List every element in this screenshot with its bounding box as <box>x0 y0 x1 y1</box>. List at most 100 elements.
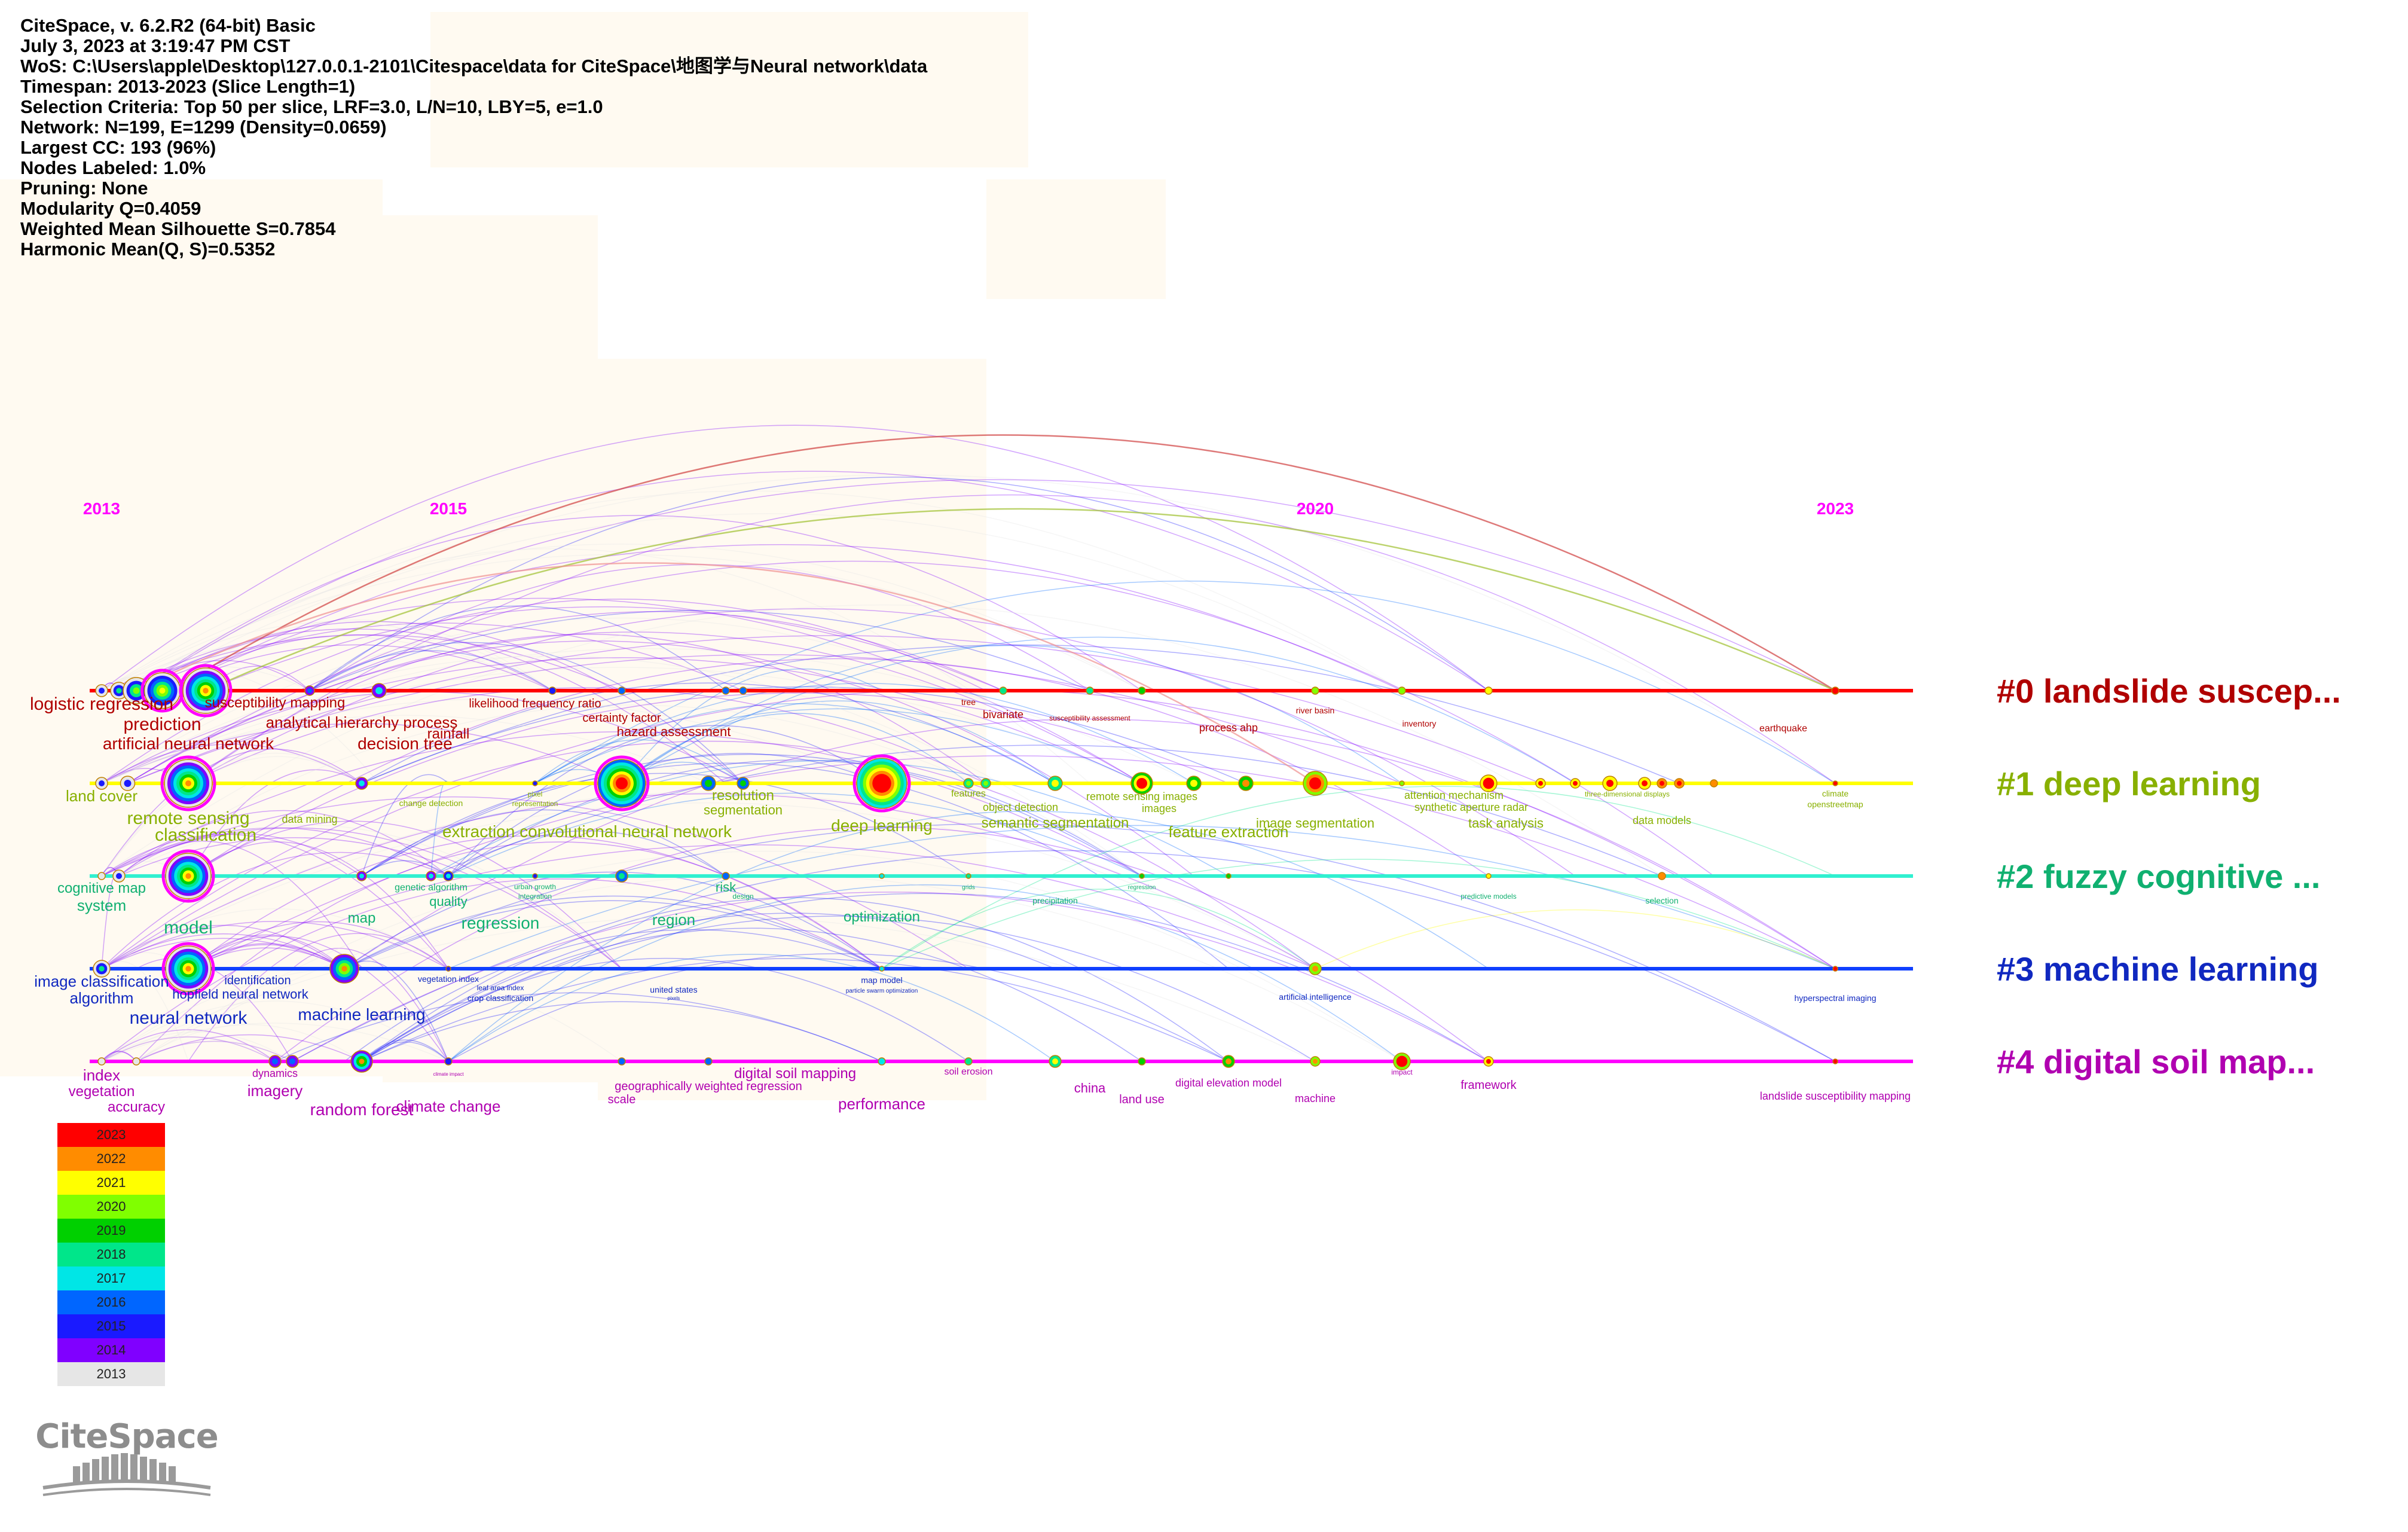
keyword-node[interactable] <box>1832 780 1838 786</box>
keyword-node[interactable] <box>1238 776 1254 791</box>
keyword-node[interactable] <box>1484 686 1493 695</box>
keyword-label: vegetation <box>69 1084 135 1100</box>
keyword-node[interactable] <box>618 686 626 695</box>
keyword-node[interactable] <box>329 954 359 984</box>
keyword-node[interactable] <box>304 685 315 696</box>
keyword-node-burst[interactable] <box>179 664 233 718</box>
keyword-node[interactable] <box>1186 776 1202 791</box>
keyword-node[interactable] <box>1399 780 1405 786</box>
keyword-node[interactable] <box>1130 772 1153 795</box>
keyword-node[interactable] <box>739 686 747 695</box>
keyword-node-burst[interactable] <box>852 754 911 813</box>
keyword-node[interactable] <box>286 1055 299 1068</box>
keyword-node[interactable] <box>1483 1056 1494 1067</box>
node-ring <box>1573 781 1578 786</box>
keyword-node[interactable] <box>618 1057 626 1066</box>
keyword-node[interactable] <box>704 1057 713 1066</box>
keyword-node[interactable] <box>1398 686 1406 695</box>
keyword-node[interactable] <box>722 686 730 695</box>
keyword-node[interactable] <box>356 871 367 881</box>
keyword-node[interactable] <box>1303 771 1328 796</box>
cluster-label-2[interactable]: #2 fuzzy cognitive ... <box>1997 857 2320 895</box>
cluster-label-4[interactable]: #4 digital soil map... <box>1997 1043 2315 1081</box>
keyword-node[interactable] <box>1086 686 1094 695</box>
keyword-node[interactable] <box>355 777 368 790</box>
keyword-node[interactable] <box>93 960 111 978</box>
keyword-node-burst[interactable] <box>161 942 215 996</box>
keyword-label: accuracy <box>108 1099 165 1115</box>
cluster-label-1[interactable]: #1 deep learning <box>1997 765 2261 802</box>
keyword-node[interactable] <box>1480 774 1498 792</box>
keyword-node[interactable] <box>426 871 436 881</box>
keyword-node[interactable] <box>97 872 106 880</box>
keyword-node[interactable] <box>1138 686 1146 695</box>
keyword-node-burst[interactable] <box>160 755 216 811</box>
keyword-node[interactable] <box>1049 1055 1062 1068</box>
keyword-node[interactable] <box>1658 872 1666 880</box>
keyword-node[interactable] <box>1222 1055 1235 1068</box>
keyword-node[interactable] <box>444 1057 453 1066</box>
keyword-node[interactable] <box>737 777 750 790</box>
keyword-node[interactable] <box>110 682 128 700</box>
keyword-node[interactable] <box>350 1050 373 1073</box>
cocitation-arc <box>534 703 1056 784</box>
keyword-node[interactable] <box>112 869 126 883</box>
keyword-node[interactable] <box>1657 778 1667 789</box>
keyword-node[interactable] <box>532 873 538 879</box>
keyword-node[interactable] <box>879 966 885 972</box>
keyword-node[interactable] <box>371 683 387 698</box>
keyword-node[interactable] <box>120 776 136 791</box>
keyword-node[interactable] <box>1393 1052 1411 1070</box>
keyword-node[interactable] <box>1832 1058 1838 1064</box>
keyword-node[interactable] <box>1831 686 1839 695</box>
cocitation-arc <box>534 708 1142 784</box>
cluster-label-3[interactable]: #3 machine learning <box>1997 950 2318 988</box>
keyword-label: machine learning <box>298 1005 425 1024</box>
keyword-node[interactable] <box>999 686 1007 695</box>
info-line: Weighted Mean Silhouette S=0.7854 <box>20 218 336 239</box>
keyword-node[interactable] <box>1139 873 1145 879</box>
cocitation-arc <box>448 810 1489 1062</box>
cluster-label-0[interactable]: #0 landslide suscep... <box>1997 672 2341 710</box>
keyword-node[interactable] <box>615 869 628 883</box>
keyword-node[interactable] <box>1310 1056 1321 1067</box>
keyword-node[interactable] <box>722 872 730 880</box>
keyword-node[interactable] <box>97 1057 106 1066</box>
keyword-node[interactable] <box>964 1057 973 1066</box>
keyword-node[interactable] <box>1710 779 1718 788</box>
keyword-node[interactable] <box>1309 962 1322 975</box>
keyword-node[interactable] <box>1674 778 1685 789</box>
keyword-node[interactable] <box>132 1057 140 1066</box>
cocitation-arc <box>101 1036 276 1062</box>
keyword-node[interactable] <box>532 780 538 786</box>
keyword-node[interactable] <box>1138 1057 1146 1066</box>
node-ring <box>548 686 557 695</box>
node-ring <box>532 780 538 786</box>
keyword-node[interactable] <box>1311 686 1319 695</box>
keyword-node[interactable] <box>1638 777 1651 790</box>
keyword-node[interactable] <box>1832 966 1838 972</box>
keyword-node[interactable] <box>95 777 108 790</box>
keyword-node[interactable] <box>1226 873 1231 879</box>
keyword-node[interactable] <box>963 778 974 789</box>
keyword-node[interactable] <box>445 966 451 972</box>
keyword-node-burst[interactable] <box>594 755 650 811</box>
keyword-node[interactable] <box>980 778 991 789</box>
keyword-node[interactable] <box>95 684 108 697</box>
keyword-label: earthquake <box>1759 724 1807 734</box>
keyword-node[interactable] <box>1486 873 1492 879</box>
keyword-node[interactable] <box>1047 776 1063 791</box>
keyword-node[interactable] <box>268 1055 282 1068</box>
keyword-node[interactable] <box>878 1057 886 1066</box>
keyword-node[interactable] <box>879 873 885 879</box>
keyword-node[interactable] <box>1570 778 1581 789</box>
node-ring <box>1312 966 1318 972</box>
keyword-node-burst[interactable] <box>161 849 215 903</box>
keyword-node[interactable] <box>1535 778 1546 789</box>
keyword-node[interactable] <box>548 686 557 695</box>
keyword-node[interactable] <box>701 776 716 791</box>
keyword-node[interactable] <box>965 873 971 879</box>
keyword-node[interactable] <box>1602 776 1618 791</box>
keyword-node[interactable] <box>443 871 454 881</box>
